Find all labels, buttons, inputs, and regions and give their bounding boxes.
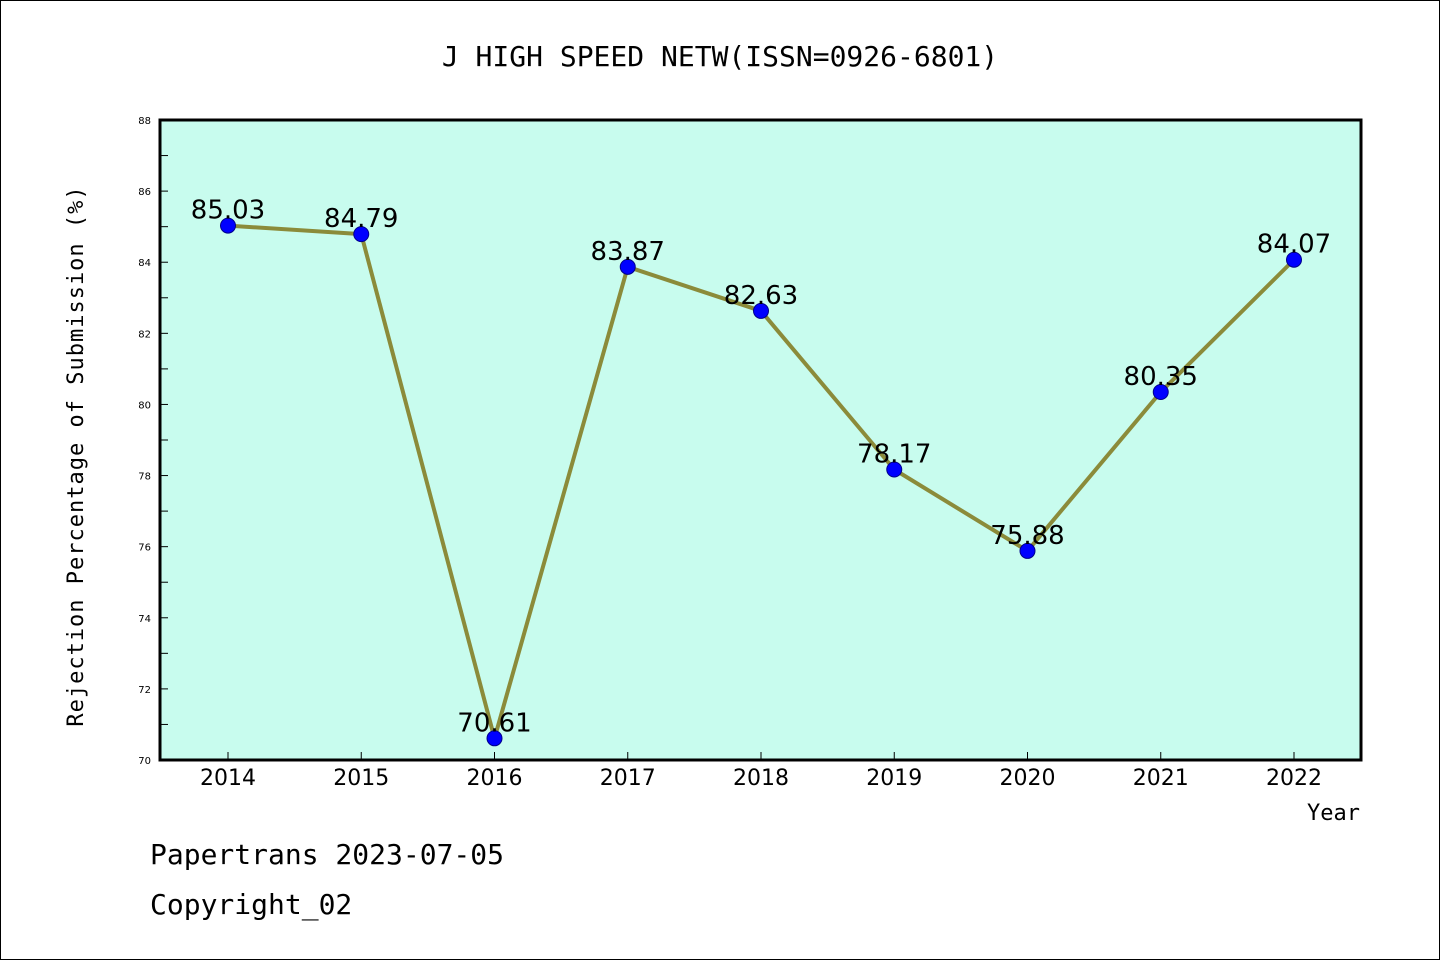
x-tick-label: 2017 <box>600 766 656 791</box>
y-axis-label: Rejection Percentage of Submission (%) <box>64 185 89 726</box>
data-point <box>353 226 370 243</box>
data-label: 80.35 <box>1124 362 1198 392</box>
data-point <box>886 461 903 478</box>
x-tick-label: 2014 <box>200 766 256 791</box>
x-tick-label: 2020 <box>1000 766 1056 791</box>
data-label: 82.63 <box>724 281 798 311</box>
data-label: 78.17 <box>857 440 931 470</box>
data-point <box>486 730 503 747</box>
data-point <box>1286 251 1302 268</box>
data-label: 84.79 <box>324 204 398 234</box>
x-tick-label: 2018 <box>733 766 789 791</box>
y-tick-label: 74 <box>138 614 151 625</box>
y-tick-label: 88 <box>138 116 151 127</box>
data-point <box>753 302 769 319</box>
data-point <box>1019 542 1036 559</box>
x-tick-label: 2015 <box>333 766 389 791</box>
y-tick-label: 78 <box>138 472 151 483</box>
data-label: 70.61 <box>457 708 531 738</box>
x-tick-label: 2019 <box>866 766 922 791</box>
data-labels-group: 85.03 84.79 70.61 83.87 82.63 78.17 75.88 80.35… <box>191 196 1331 739</box>
footer-date: Papertrans 2023-07-05 <box>150 838 504 871</box>
data-label: 75.88 <box>990 521 1064 551</box>
footer-copyright: Copyright_02 <box>150 888 352 922</box>
y-tick-label: 80 <box>138 400 151 411</box>
data-label: 84.07 <box>1257 230 1331 260</box>
x-axis-label: Year <box>1307 801 1360 826</box>
x-axis: 2014 2015 2016 2017 2018 2019 2020 2021 2022 <box>200 752 1322 791</box>
data-label: 85.03 <box>191 196 265 226</box>
y-tick-label: 76 <box>138 543 151 554</box>
x-tick-label: 2021 <box>1133 766 1189 791</box>
chart-title: J HIGH SPEED NETW(ISSN=0926-6801) <box>442 40 998 73</box>
data-point <box>220 217 236 234</box>
y-tick-label: 84 <box>138 258 151 269</box>
data-point <box>1152 384 1169 400</box>
x-tick-label: 2022 <box>1266 766 1322 791</box>
data-label: 83.87 <box>591 237 665 267</box>
y-tick-label: 70 <box>138 756 151 767</box>
x-tick-label: 2016 <box>467 766 523 791</box>
y-tick-label: 82 <box>138 329 151 340</box>
markers-group <box>220 217 1302 747</box>
y-axis: 70 72 74 76 78 80 82 84 86 88 <box>138 116 168 767</box>
y-tick-label: 86 <box>138 187 151 198</box>
y-tick-label: 72 <box>138 685 151 696</box>
data-point <box>619 258 636 275</box>
